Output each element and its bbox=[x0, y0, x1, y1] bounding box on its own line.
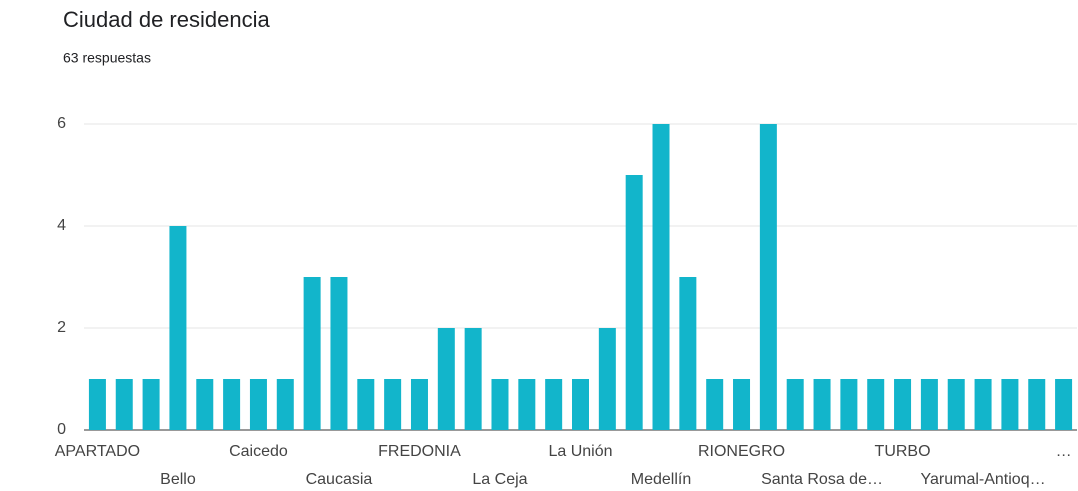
chart-title: Ciudad de residencia bbox=[63, 7, 270, 32]
bar bbox=[813, 379, 831, 430]
x-tick-label: Santa Rosa de… bbox=[761, 471, 883, 488]
x-tick-label: TURBO bbox=[875, 443, 931, 460]
x-tick-label: Caucasia bbox=[306, 471, 373, 488]
x-tick-label: Medellín bbox=[631, 471, 691, 488]
bar bbox=[330, 277, 348, 430]
bar bbox=[249, 379, 267, 430]
x-tick-label: Bello bbox=[160, 471, 196, 488]
x-tick-label: La Ceja bbox=[472, 471, 527, 488]
bar bbox=[572, 379, 589, 430]
bar bbox=[679, 277, 697, 430]
x-tick-label: FREDONIA bbox=[378, 443, 461, 460]
x-tick-label: … bbox=[1056, 443, 1072, 460]
bar bbox=[357, 379, 375, 430]
bar bbox=[142, 379, 160, 430]
bar bbox=[88, 379, 106, 430]
bar bbox=[920, 379, 938, 430]
bar bbox=[625, 175, 643, 430]
bar bbox=[410, 379, 428, 430]
bar bbox=[1055, 379, 1073, 430]
chart-subtitle: 63 respuestas bbox=[63, 50, 151, 66]
x-tick-label: RIONEGRO bbox=[698, 443, 785, 460]
bar bbox=[894, 379, 912, 430]
bar bbox=[840, 379, 858, 430]
bar bbox=[759, 124, 777, 430]
bar bbox=[1001, 379, 1019, 430]
y-tick-label: 0 bbox=[57, 421, 66, 438]
bar bbox=[303, 277, 321, 430]
y-tick-label: 2 bbox=[57, 319, 66, 336]
x-tick-label: La Unión bbox=[548, 443, 612, 460]
bar bbox=[706, 379, 724, 430]
bar bbox=[598, 328, 616, 430]
bar bbox=[1028, 379, 1046, 430]
bar bbox=[974, 379, 992, 430]
bar bbox=[464, 328, 482, 430]
bar bbox=[169, 226, 187, 430]
x-tick-label: APARTADO bbox=[55, 443, 140, 460]
bar bbox=[545, 379, 563, 430]
bar bbox=[223, 379, 241, 430]
bar bbox=[867, 379, 885, 430]
bar bbox=[115, 379, 133, 430]
y-tick-label: 4 bbox=[57, 217, 66, 234]
bar bbox=[276, 379, 294, 430]
x-tick-label: Yarumal-Antioq… bbox=[921, 471, 1046, 488]
bar bbox=[733, 379, 751, 430]
bar bbox=[947, 379, 965, 430]
bar bbox=[786, 379, 804, 430]
bar bbox=[652, 124, 670, 430]
x-tick-label: Caicedo bbox=[229, 443, 288, 460]
bar bbox=[518, 379, 536, 430]
bar bbox=[384, 379, 402, 430]
bar bbox=[491, 379, 509, 430]
bar bbox=[196, 379, 214, 430]
y-tick-label: 6 bbox=[57, 115, 66, 132]
bar bbox=[437, 328, 455, 430]
